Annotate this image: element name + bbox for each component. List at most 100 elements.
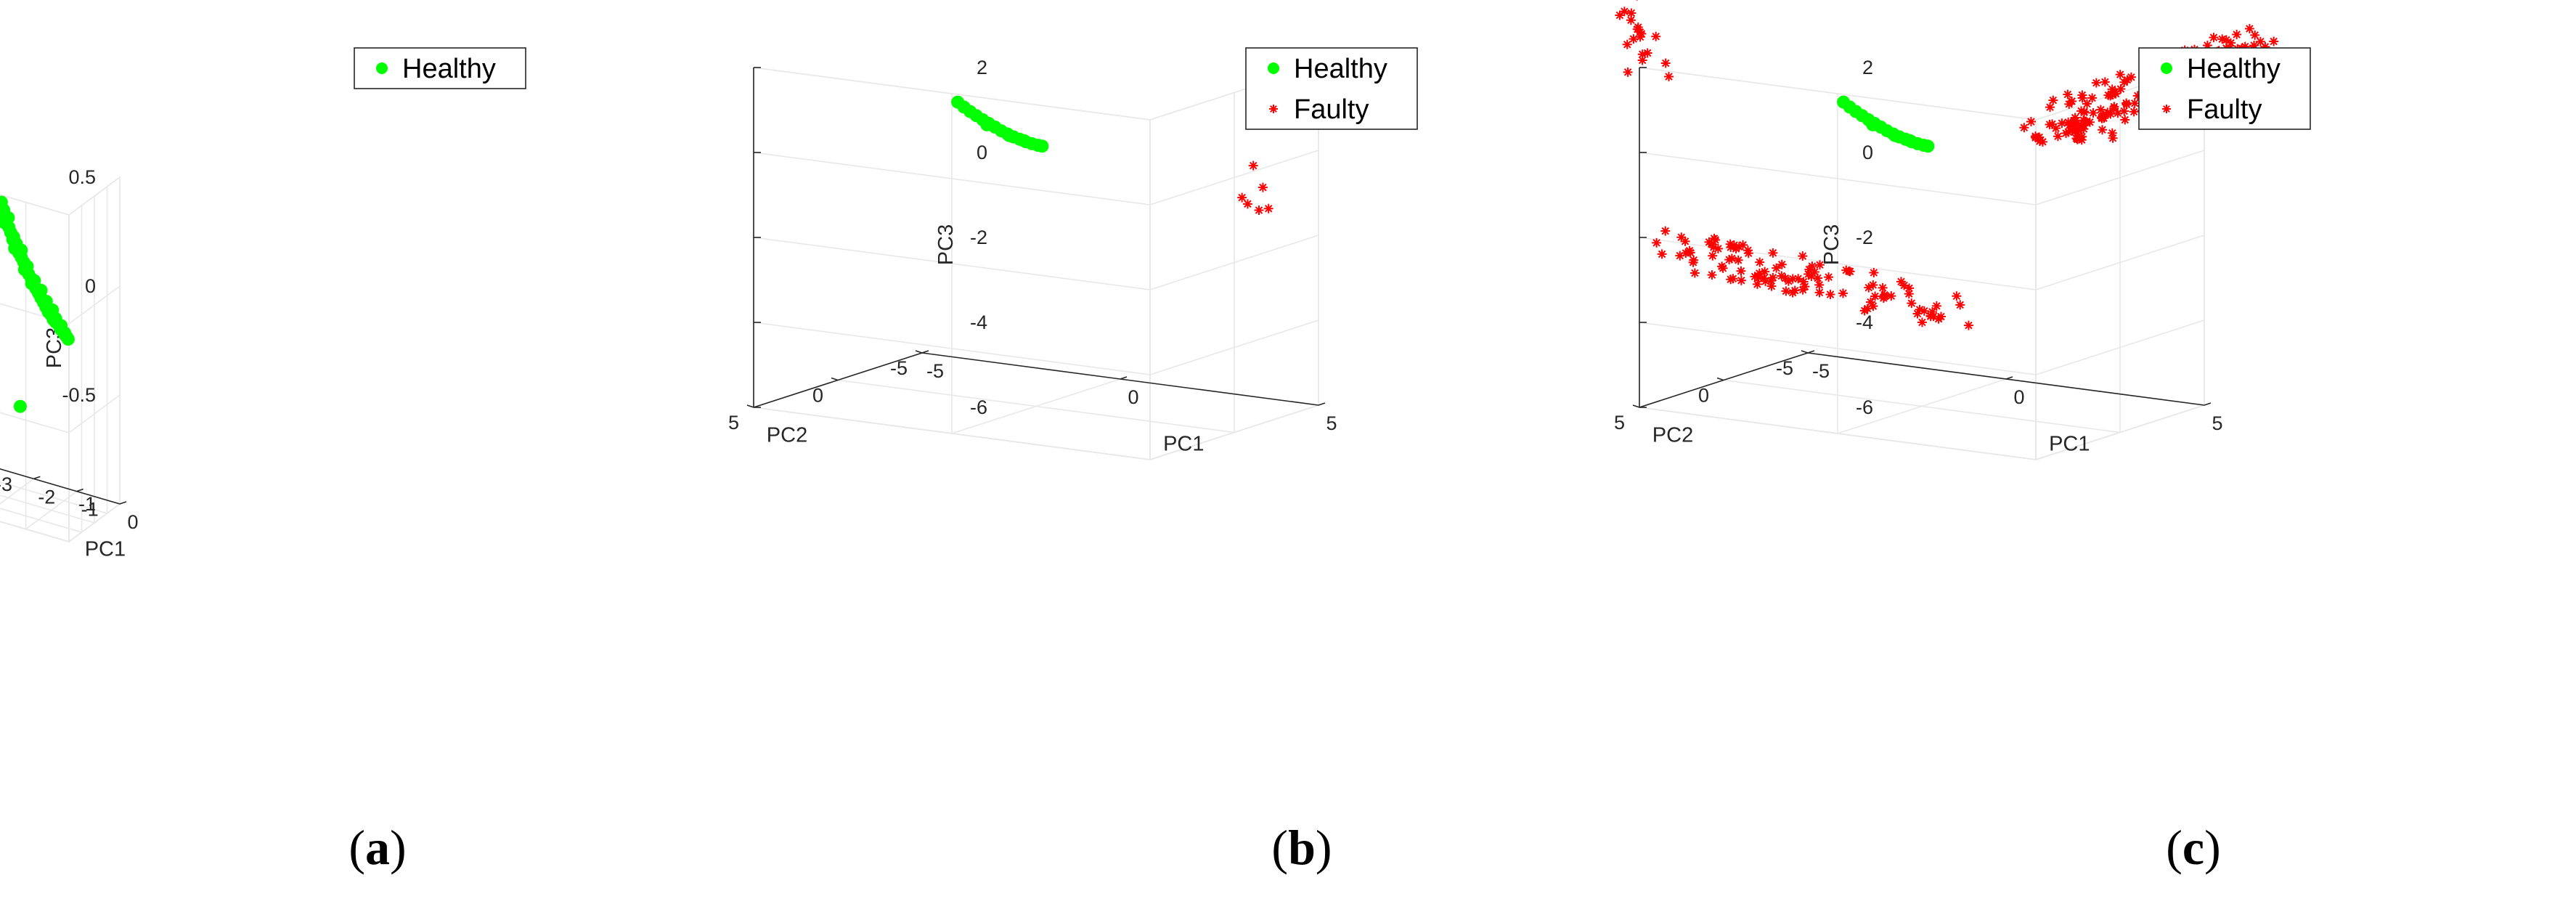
faulty-point [2088, 107, 2098, 118]
faulty-point [1707, 270, 1717, 280]
y-tick-mark [831, 377, 839, 381]
faulty-point [1685, 248, 1695, 258]
healthy-point [1035, 139, 1049, 153]
caption-c: (c) [2166, 820, 2221, 875]
y-tick-mark [1716, 377, 1724, 381]
grid-line-x [753, 68, 923, 409]
faulty-point [2244, 23, 2254, 33]
x-tick-label: 5 [2212, 412, 2222, 434]
faulty-point [1814, 280, 1825, 290]
faulty-point [1813, 273, 1823, 283]
faulty-point [1896, 277, 1906, 287]
faulty-point [1761, 277, 1771, 287]
faulty-point [1869, 267, 1879, 277]
healthy-point [15, 243, 28, 257]
faulty-point [2064, 120, 2074, 130]
faulty-point [2106, 91, 2116, 101]
faulty-point [1915, 304, 1925, 314]
grid-line-z [0, 503, 121, 542]
faulty-point [1868, 280, 1878, 290]
x-axis-label: PC1 [85, 538, 126, 561]
faulty-point [2072, 134, 2082, 144]
y-tick-label: 0 [812, 385, 823, 407]
x-tick-label: -3 [0, 473, 12, 495]
faulty-point [1623, 67, 1633, 77]
faulty-point [1626, 15, 1636, 25]
faulty-point [2121, 98, 2132, 108]
healthy-point [28, 274, 41, 288]
healthy-point [58, 326, 72, 340]
faulty-point [1615, 10, 1625, 20]
legend-marker-healthy [2161, 62, 2172, 74]
legend-marker-faulty [1269, 105, 1278, 113]
x-axis-label: PC1 [1163, 433, 1204, 456]
faulty-point [2250, 30, 2260, 40]
grid-line-z [0, 176, 121, 216]
faulty-point [1637, 55, 1647, 65]
faulty-point [2026, 117, 2036, 127]
legend-box [1245, 47, 1418, 130]
y-tick-mark [1801, 350, 1809, 354]
faulty-point [2113, 108, 2123, 118]
faulty-point [1899, 280, 1909, 290]
faulty-point [2070, 126, 2080, 137]
faulty-point [2051, 123, 2061, 134]
grid-line-z [753, 319, 1319, 375]
faulty-point [1729, 240, 1739, 251]
faulty-point [1963, 320, 1973, 330]
legend-label: Healthy [402, 54, 496, 84]
x-tick-label: -5 [1812, 360, 1830, 382]
faulty-point [1814, 288, 1825, 298]
faulty-point [1629, 34, 1639, 44]
faulty-point [1675, 251, 1685, 261]
healthy-point [980, 118, 994, 131]
faulty-point [2079, 124, 2089, 134]
faulty-point [1955, 300, 1965, 310]
faulty-point [1736, 275, 1746, 285]
x-tick-label: -2 [38, 486, 55, 508]
faulty-point [2068, 117, 2079, 127]
x-tick-label: 5 [1326, 412, 1337, 434]
faulty-point [1912, 309, 1923, 319]
faulty-point [1886, 291, 1896, 301]
faulty-point [1936, 312, 1946, 322]
x-tick-mark [33, 476, 41, 480]
faulty-point [1651, 31, 1661, 41]
faulty-point [2226, 38, 2236, 48]
faulty-point [2202, 40, 2212, 50]
faulty-point [1798, 251, 1808, 261]
z-tick-label: 0 [85, 275, 96, 297]
faulty-point [2087, 93, 2098, 103]
faulty-point [2217, 34, 2227, 44]
z-tick-label: 0 [1862, 142, 1873, 163]
faulty-point [2091, 78, 2101, 88]
faulty-point [1825, 290, 1835, 300]
faulty-point [2119, 106, 2129, 116]
faulty-point [1931, 301, 1941, 311]
faulty-point [2269, 36, 2279, 46]
faulty-point [1841, 265, 1851, 275]
faulty-point [1636, 0, 1638, 1]
faulty-point [1754, 268, 1764, 278]
faulty-point [2034, 132, 2045, 142]
x-tick-label: 0 [2013, 386, 2024, 408]
y-tick-label: 5 [728, 412, 739, 433]
faulty-point [1952, 291, 1962, 301]
faulty-point [2255, 36, 2265, 46]
faulty-point [1263, 203, 1273, 213]
faulty-point [1254, 205, 1264, 216]
x-tick-mark [1807, 350, 1815, 354]
faulty-point [1844, 266, 1854, 276]
faulty-point [2209, 33, 2219, 43]
y-tick-label: -5 [1776, 357, 1793, 379]
faulty-point [2122, 75, 2132, 85]
faulty-point [1680, 236, 1690, 246]
y-tick-mark [915, 350, 923, 354]
faulty-point [2045, 102, 2055, 113]
faulty-point [1870, 291, 1880, 301]
faulty-point [1798, 277, 1809, 287]
faulty-point [1637, 49, 1647, 60]
faulty-point [1788, 274, 1798, 284]
y-tick-label: -5 [890, 357, 908, 379]
faulty-point [1928, 307, 1937, 317]
